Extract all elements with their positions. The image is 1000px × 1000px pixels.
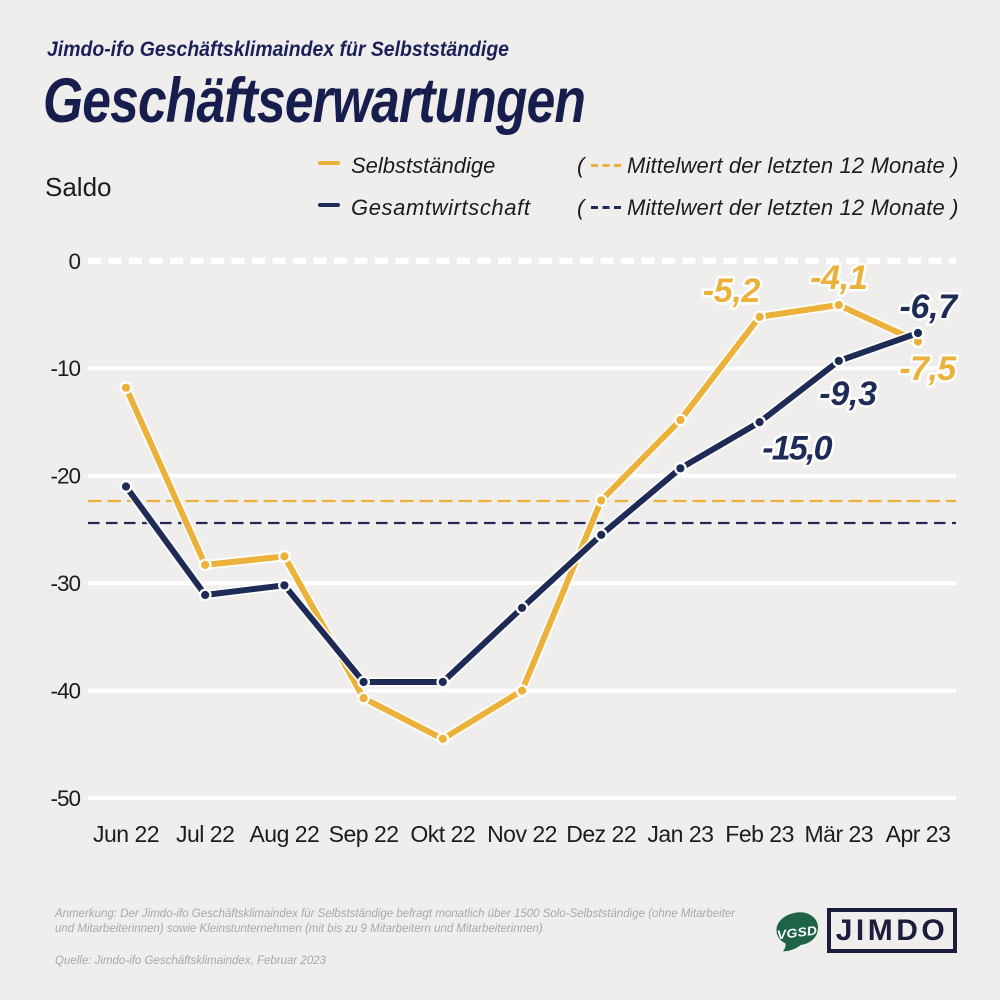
- svg-text:-10: -10: [50, 356, 80, 381]
- svg-text:Mär 23: Mär 23: [805, 821, 874, 847]
- svg-text:Aug 22: Aug 22: [249, 821, 319, 847]
- svg-text:Nov 22: Nov 22: [487, 821, 557, 847]
- svg-text:VGSD: VGSD: [776, 923, 819, 942]
- svg-text:-30: -30: [50, 571, 80, 596]
- svg-text:-5,2: -5,2: [703, 272, 761, 310]
- svg-text:Apr 23: Apr 23: [886, 821, 951, 847]
- svg-text:-6,7: -6,7: [900, 288, 960, 326]
- svg-text:Dez 22: Dez 22: [566, 821, 636, 847]
- svg-text:-9,3: -9,3: [819, 375, 877, 413]
- svg-text:-40: -40: [50, 678, 80, 703]
- svg-text:Okt 22: Okt 22: [410, 821, 475, 847]
- svg-text:0: 0: [68, 249, 80, 274]
- svg-text:-7,5: -7,5: [899, 350, 957, 388]
- svg-text:-15,0: -15,0: [762, 430, 832, 468]
- svg-text:Feb 23: Feb 23: [725, 821, 794, 847]
- svg-text:Jan 23: Jan 23: [647, 821, 713, 847]
- svg-text:Jun 22: Jun 22: [93, 821, 159, 847]
- svg-text:-20: -20: [50, 464, 80, 489]
- svg-text:-50: -50: [50, 786, 80, 811]
- svg-text:Sep 22: Sep 22: [329, 821, 399, 847]
- svg-text:Jul 22: Jul 22: [176, 821, 234, 847]
- svg-text:-4,1: -4,1: [810, 259, 867, 297]
